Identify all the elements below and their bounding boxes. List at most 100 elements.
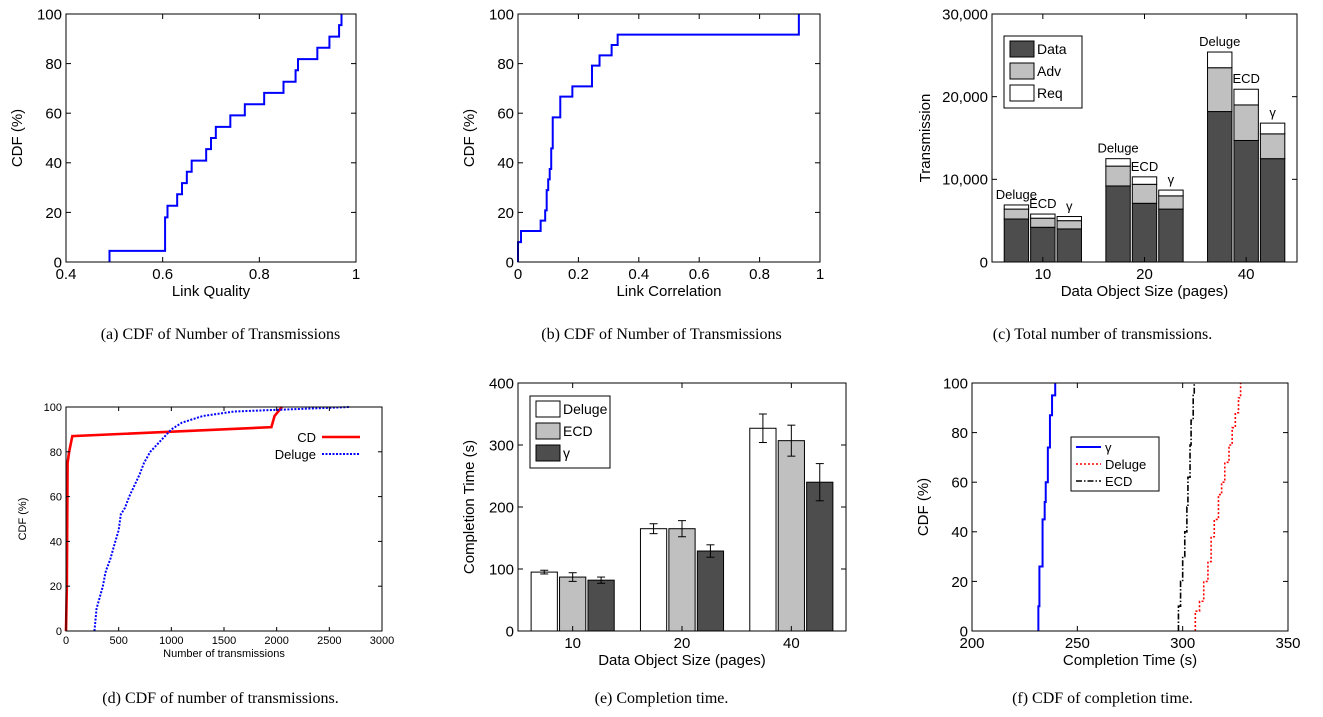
series-line-cdf	[108, 14, 343, 262]
y-tick-label: 300	[489, 437, 514, 454]
x-tick-label: 1500	[212, 635, 236, 647]
chart-f: 0 20 40 60 80 100 CDF (%) 200 250 300 350 Completio…	[915, 375, 1301, 669]
series-line-deluge	[93, 406, 351, 632]
y-tick-label: 0	[960, 623, 968, 640]
y-tick-label: 100	[943, 375, 968, 392]
bar-segment-data	[1259, 158, 1286, 263]
bar-segment-data	[1030, 226, 1056, 263]
series-line-cdf	[517, 14, 800, 262]
y-tick-label: 0	[506, 254, 514, 271]
bar-label: γ	[1168, 172, 1175, 187]
bar-label: ECD	[1232, 71, 1259, 86]
y-tick-label: 80	[497, 56, 514, 73]
bar-label: ECD	[1131, 159, 1158, 174]
legend-swatch	[535, 400, 561, 418]
y-tick-label: 0	[54, 254, 62, 271]
legend-label: ECD	[1105, 474, 1132, 489]
x-tick-label: 1000	[159, 635, 183, 647]
x-tick-label: 0.8	[249, 266, 270, 283]
bar-label: γ	[1066, 199, 1073, 214]
bar-label: Deluge	[1199, 34, 1240, 49]
x-tick-label: 0.4	[56, 266, 77, 283]
plot-frame-f	[971, 382, 1289, 632]
plot-frame-a	[65, 13, 357, 263]
bar-segment-data	[1105, 185, 1131, 263]
bar-segment-adv	[1207, 67, 1233, 113]
legend-label: Adv	[1037, 63, 1061, 79]
caption-d: (d) CDF of number of transmissions.	[102, 690, 339, 707]
x-tick-label: 10	[564, 635, 581, 652]
plot-frame-b	[517, 13, 821, 263]
series-line-deluge	[1194, 383, 1242, 631]
legend-swatch	[1009, 84, 1035, 102]
legend-label: Data	[1037, 41, 1067, 57]
y-tick-label: 40	[497, 155, 514, 172]
bar-segment-adv	[1233, 104, 1259, 141]
legend-label: Deluge	[1105, 457, 1146, 472]
x-axis-label: Data Object Size (pages)	[1061, 283, 1229, 300]
y-tick-label: 20	[45, 205, 62, 222]
legend-label: γ	[1105, 440, 1112, 455]
y-tick-label: 80	[45, 56, 62, 73]
bar-segment-req	[1105, 158, 1131, 167]
x-tick-label: 0	[63, 635, 69, 647]
bar-segment-req	[1030, 213, 1056, 219]
x-axis-label: Link Correlation	[616, 283, 721, 300]
x-tick-label: 20	[1136, 266, 1153, 283]
bar-label: γ	[1269, 105, 1276, 120]
bar-label: Deluge	[996, 187, 1037, 202]
y-tick-label: 60	[50, 492, 62, 504]
y-tick-label: 60	[497, 106, 514, 123]
legend-swatch	[1009, 62, 1035, 80]
bar-segment-adv	[1131, 183, 1158, 204]
bar-segment-data	[1003, 218, 1030, 263]
bar	[587, 579, 615, 632]
chart-b: 0 20 40 60 80 100 CDF (%) 0 0.2 0.4 0.6 0.8 1 Link Co…	[461, 6, 824, 300]
plot-frame-c	[991, 13, 1298, 263]
bar	[696, 550, 725, 632]
y-tick-label: 40	[951, 524, 968, 541]
x-tick-label: 2000	[264, 635, 288, 647]
y-tick-label: 200	[489, 499, 514, 516]
x-tick-label: 0.8	[749, 266, 770, 283]
legend-label: CD	[297, 430, 316, 445]
caption-c: (c) Total number of transmissions.	[992, 326, 1213, 343]
y-tick-label: 100	[489, 561, 514, 578]
y-tick-label: 60	[951, 475, 968, 492]
caption-e: (e) Completion time.	[594, 690, 729, 707]
bar	[668, 528, 696, 632]
bar	[530, 571, 558, 632]
y-tick-label: 40	[50, 536, 62, 548]
y-tick-label: 30,000	[942, 6, 988, 23]
y-tick-label: 400	[489, 375, 514, 392]
legend-swatch	[535, 444, 561, 462]
x-tick-label: 10	[1034, 266, 1051, 283]
x-tick-label: 300	[1170, 635, 1195, 652]
y-tick-label: 100	[44, 402, 62, 414]
x-tick-label: 0.2	[568, 266, 589, 283]
x-tick-label: 0.6	[152, 266, 173, 283]
bar-segment-data	[1158, 208, 1184, 263]
y-tick-label: 20	[50, 581, 62, 593]
bar-segment-data	[1207, 111, 1233, 263]
bar-segment-data	[1131, 202, 1158, 263]
legend-label: Deluge	[563, 401, 608, 417]
x-tick-label: 500	[109, 635, 127, 647]
bar	[559, 576, 587, 632]
bar-label: ECD	[1029, 196, 1056, 211]
bar	[749, 427, 777, 632]
x-tick-label: 1	[816, 266, 824, 283]
x-tick-label: 0.4	[628, 266, 649, 283]
bar-segment-data	[1056, 228, 1082, 263]
x-tick-label: 40	[783, 635, 800, 652]
y-tick-label: 20	[951, 574, 968, 591]
x-tick-label: 200	[959, 635, 984, 652]
x-axis-label: Number of transmissions	[163, 648, 285, 660]
x-tick-label: 3000	[370, 635, 394, 647]
legend-swatch	[1009, 40, 1035, 58]
x-tick-label: 1	[352, 266, 360, 283]
chart-d: 0 20 40 60 80 100 CDF (%) 0 500 1000 1500 2000 2500 3…	[17, 402, 394, 660]
y-tick-label: 20,000	[942, 89, 988, 106]
